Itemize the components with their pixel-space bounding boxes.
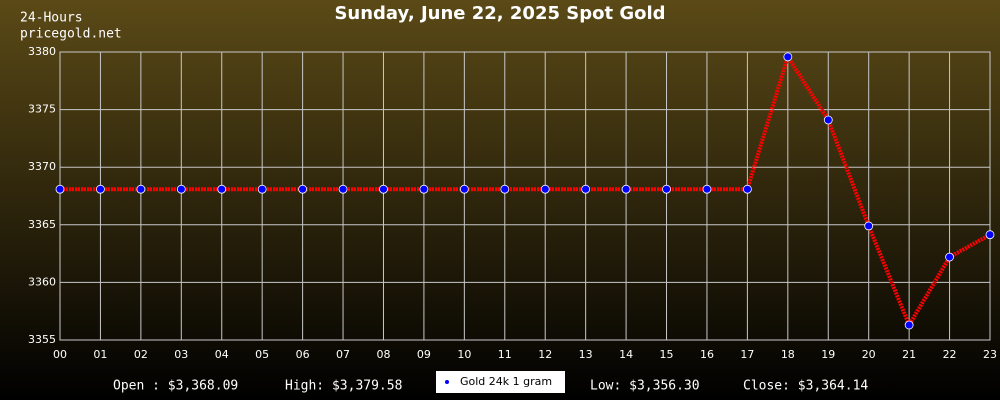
- x-tick-label: 08: [376, 348, 390, 361]
- x-tick-label: 02: [134, 348, 148, 361]
- x-tick-label: 07: [336, 348, 350, 361]
- x-tick-label: 09: [417, 348, 431, 361]
- x-tick-label: 03: [174, 348, 188, 361]
- data-point: [540, 184, 550, 194]
- y-tick-label: 3355: [28, 333, 56, 346]
- chart-title: Sunday, June 22, 2025 Spot Gold: [334, 3, 665, 24]
- x-tick-label: 01: [93, 348, 107, 361]
- x-tick-label: 17: [740, 348, 754, 361]
- x-tick-label: 13: [579, 348, 593, 361]
- stat-label: Close: $3,364.14: [743, 379, 868, 394]
- stat-label: Low: $3,356.30: [590, 379, 700, 394]
- legend-label: Gold 24k 1 gram: [460, 375, 552, 388]
- data-point: [662, 184, 671, 194]
- x-tick-label: 05: [255, 348, 269, 361]
- data-point: [136, 184, 146, 194]
- legend-box: [436, 371, 565, 393]
- data-point: [702, 184, 712, 194]
- x-tick-label: 11: [498, 348, 512, 361]
- data-point: [500, 184, 510, 194]
- data-point: [823, 115, 833, 125]
- x-tick-label: 22: [943, 348, 957, 361]
- y-tick-label: 3380: [28, 45, 56, 58]
- data-point: [298, 184, 308, 194]
- data-point: [459, 184, 469, 194]
- x-tick-label: 00: [53, 348, 67, 361]
- data-point: [945, 252, 954, 262]
- stat-label: Open : $3,368.09: [113, 379, 238, 394]
- y-tick-label: 3375: [28, 103, 56, 116]
- legend: Gold 24k 1 gram: [436, 371, 565, 393]
- data-point: [419, 184, 429, 194]
- x-tick-label: 20: [862, 348, 876, 361]
- data-line: [60, 52, 991, 330]
- x-tick-label: 04: [215, 348, 229, 361]
- data-point: [96, 184, 105, 194]
- x-tick-label: 16: [700, 348, 714, 361]
- data-point: [581, 184, 591, 194]
- legend-marker: [445, 380, 449, 384]
- x-tick-label: 18: [781, 348, 795, 361]
- stat-label: High: $3,379.58: [285, 379, 402, 394]
- plot-frame: [59, 51, 991, 341]
- data-point: [742, 184, 752, 194]
- x-tick-label: 06: [296, 348, 310, 361]
- x-tick-label: 15: [660, 348, 674, 361]
- data-point: [176, 184, 186, 194]
- data-point: [904, 320, 914, 330]
- data-point: [783, 52, 793, 62]
- subtitle: pricegold.net: [20, 27, 122, 42]
- data-point: [55, 184, 65, 194]
- data-point: [379, 184, 388, 194]
- x-tick-label: 12: [538, 348, 552, 361]
- data-point: [864, 221, 874, 231]
- data-point: [338, 184, 348, 194]
- x-tick-label: 23: [983, 348, 997, 361]
- y-tick-label: 3370: [28, 160, 56, 173]
- x-tick-label: 19: [821, 348, 835, 361]
- data-point: [985, 230, 995, 240]
- x-tick-label: 14: [619, 348, 633, 361]
- data-point: [257, 184, 267, 194]
- data-point: [621, 184, 631, 194]
- x-tick-label: 10: [457, 348, 471, 361]
- subtitle: 24-Hours: [20, 11, 83, 26]
- x-tick-label: 21: [902, 348, 916, 361]
- y-tick-label: 3360: [28, 275, 56, 288]
- data-point: [217, 184, 227, 194]
- y-tick-label: 3365: [28, 218, 56, 231]
